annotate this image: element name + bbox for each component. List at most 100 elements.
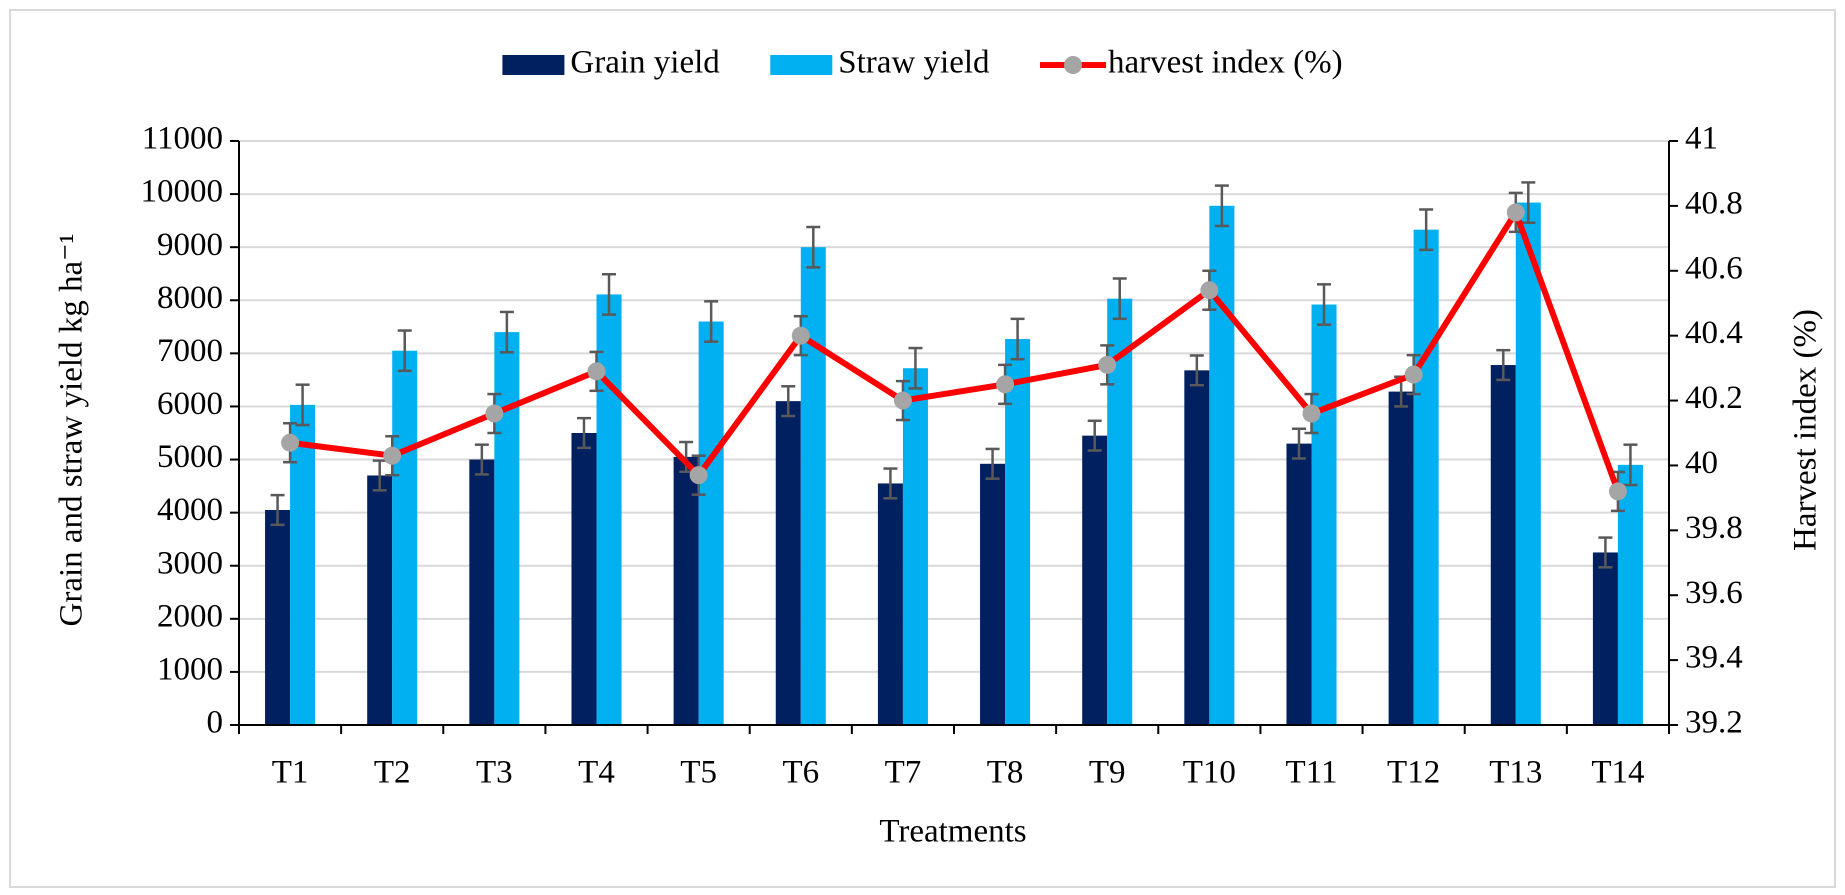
- y-tick-label: 9000: [157, 227, 223, 263]
- y2-tick-label: 40.4: [1685, 315, 1743, 351]
- marker: [1098, 355, 1117, 374]
- error-bar: [1087, 419, 1102, 452]
- marker: [996, 375, 1015, 394]
- x-tick-label: T5: [680, 755, 717, 791]
- y2-axis-label: Harvest index (%): [1788, 309, 1824, 551]
- legend-label: Grain yield: [570, 45, 720, 81]
- error-bar: [1521, 181, 1536, 225]
- y2-tick-label: 40.6: [1685, 250, 1743, 286]
- bar: [902, 368, 928, 725]
- legend-swatch: [770, 55, 833, 75]
- marker: [485, 404, 504, 423]
- error-bar: [397, 329, 412, 373]
- y2-tick-label: 39.6: [1685, 575, 1743, 611]
- error-bar: [1496, 348, 1511, 382]
- error-bar: [1419, 208, 1434, 252]
- y-tick-label: 8000: [157, 280, 223, 316]
- marker: [893, 391, 912, 410]
- x-tick-label: T3: [476, 755, 513, 791]
- marker: [1404, 365, 1423, 384]
- error-bar: [372, 459, 387, 492]
- error-bar: [270, 493, 285, 527]
- error-bar: [1010, 317, 1025, 361]
- marker: [1608, 482, 1627, 501]
- x-tick-label: T13: [1489, 755, 1542, 791]
- error-bar: [1317, 283, 1332, 326]
- error-bar: [499, 310, 514, 354]
- error-bar: [1598, 536, 1613, 569]
- error-bar: [806, 225, 821, 269]
- bar: [1184, 370, 1210, 725]
- bar: [877, 483, 903, 725]
- bar: [1388, 391, 1414, 725]
- x-tick-label: T6: [782, 755, 819, 791]
- marker: [1302, 404, 1321, 423]
- bar: [1515, 202, 1541, 725]
- legend-label: harvest index (%): [1108, 45, 1343, 81]
- error-bar: [985, 447, 1000, 480]
- y2-tick-label: 39.2: [1685, 705, 1743, 741]
- y-tick-label: 7000: [157, 333, 223, 369]
- y-axis-label: Grain and straw yield kg ha⁻¹: [54, 234, 90, 627]
- error-bar: [576, 416, 591, 450]
- marker: [1200, 281, 1219, 300]
- legend-marker: [1064, 56, 1083, 74]
- y2-tick-label: 39.8: [1685, 510, 1743, 546]
- y2-tick-label: 39.4: [1685, 640, 1743, 676]
- y-tick-label: 0: [207, 705, 224, 741]
- bar: [980, 463, 1006, 725]
- y2-tick-label: 41: [1685, 121, 1718, 157]
- legend-swatch: [502, 55, 565, 75]
- x-tick-label: T1: [272, 755, 309, 791]
- bar: [1592, 552, 1618, 725]
- x-tick-label: T10: [1183, 755, 1236, 791]
- y-tick-label: 11000: [142, 121, 223, 157]
- y-tick-label: 10000: [141, 174, 224, 210]
- x-tick-label: T11: [1286, 755, 1338, 791]
- y-tick-label: 5000: [157, 439, 223, 475]
- bar: [1413, 229, 1439, 726]
- y-tick-label: 3000: [157, 545, 223, 581]
- y-tick-label: 6000: [157, 386, 223, 422]
- bar: [494, 332, 520, 725]
- bar: [1311, 304, 1337, 725]
- error-bar: [781, 385, 796, 418]
- error-bar: [704, 300, 719, 343]
- y2-tick-label: 40.8: [1685, 185, 1743, 221]
- marker: [383, 446, 402, 465]
- error-bar: [1189, 354, 1204, 387]
- bar: [1082, 435, 1108, 725]
- y2-tick-label: 40: [1685, 445, 1718, 481]
- error-bar: [602, 273, 617, 316]
- x-tick-label: T2: [374, 755, 411, 791]
- error-bar: [1291, 427, 1306, 460]
- y-tick-label: 4000: [157, 492, 223, 528]
- y-tick-label: 1000: [157, 651, 223, 687]
- error-bar: [1623, 443, 1638, 487]
- x-tick-label: T7: [885, 755, 922, 791]
- error-bar: [1214, 184, 1229, 228]
- bar: [265, 509, 291, 725]
- marker: [1506, 203, 1525, 222]
- marker: [791, 326, 810, 345]
- bar: [698, 321, 724, 725]
- line: [289, 209, 1621, 493]
- error-bar: [883, 467, 898, 500]
- bar: [800, 247, 826, 725]
- x-tick-label: T4: [578, 755, 615, 791]
- x-tick-label: T12: [1387, 755, 1440, 791]
- error-bar: [908, 346, 923, 390]
- error-bar: [1112, 277, 1127, 321]
- bar: [392, 350, 418, 725]
- marker: [689, 466, 708, 485]
- bar: [596, 294, 622, 725]
- bar: [469, 459, 495, 725]
- marker: [281, 433, 300, 452]
- x-tick-label: T14: [1591, 755, 1644, 791]
- marker: [587, 362, 606, 381]
- error-bar: [474, 443, 489, 476]
- bar: [1005, 339, 1031, 725]
- x-tick-label: T9: [1089, 755, 1126, 791]
- legend-label: Straw yield: [838, 45, 990, 81]
